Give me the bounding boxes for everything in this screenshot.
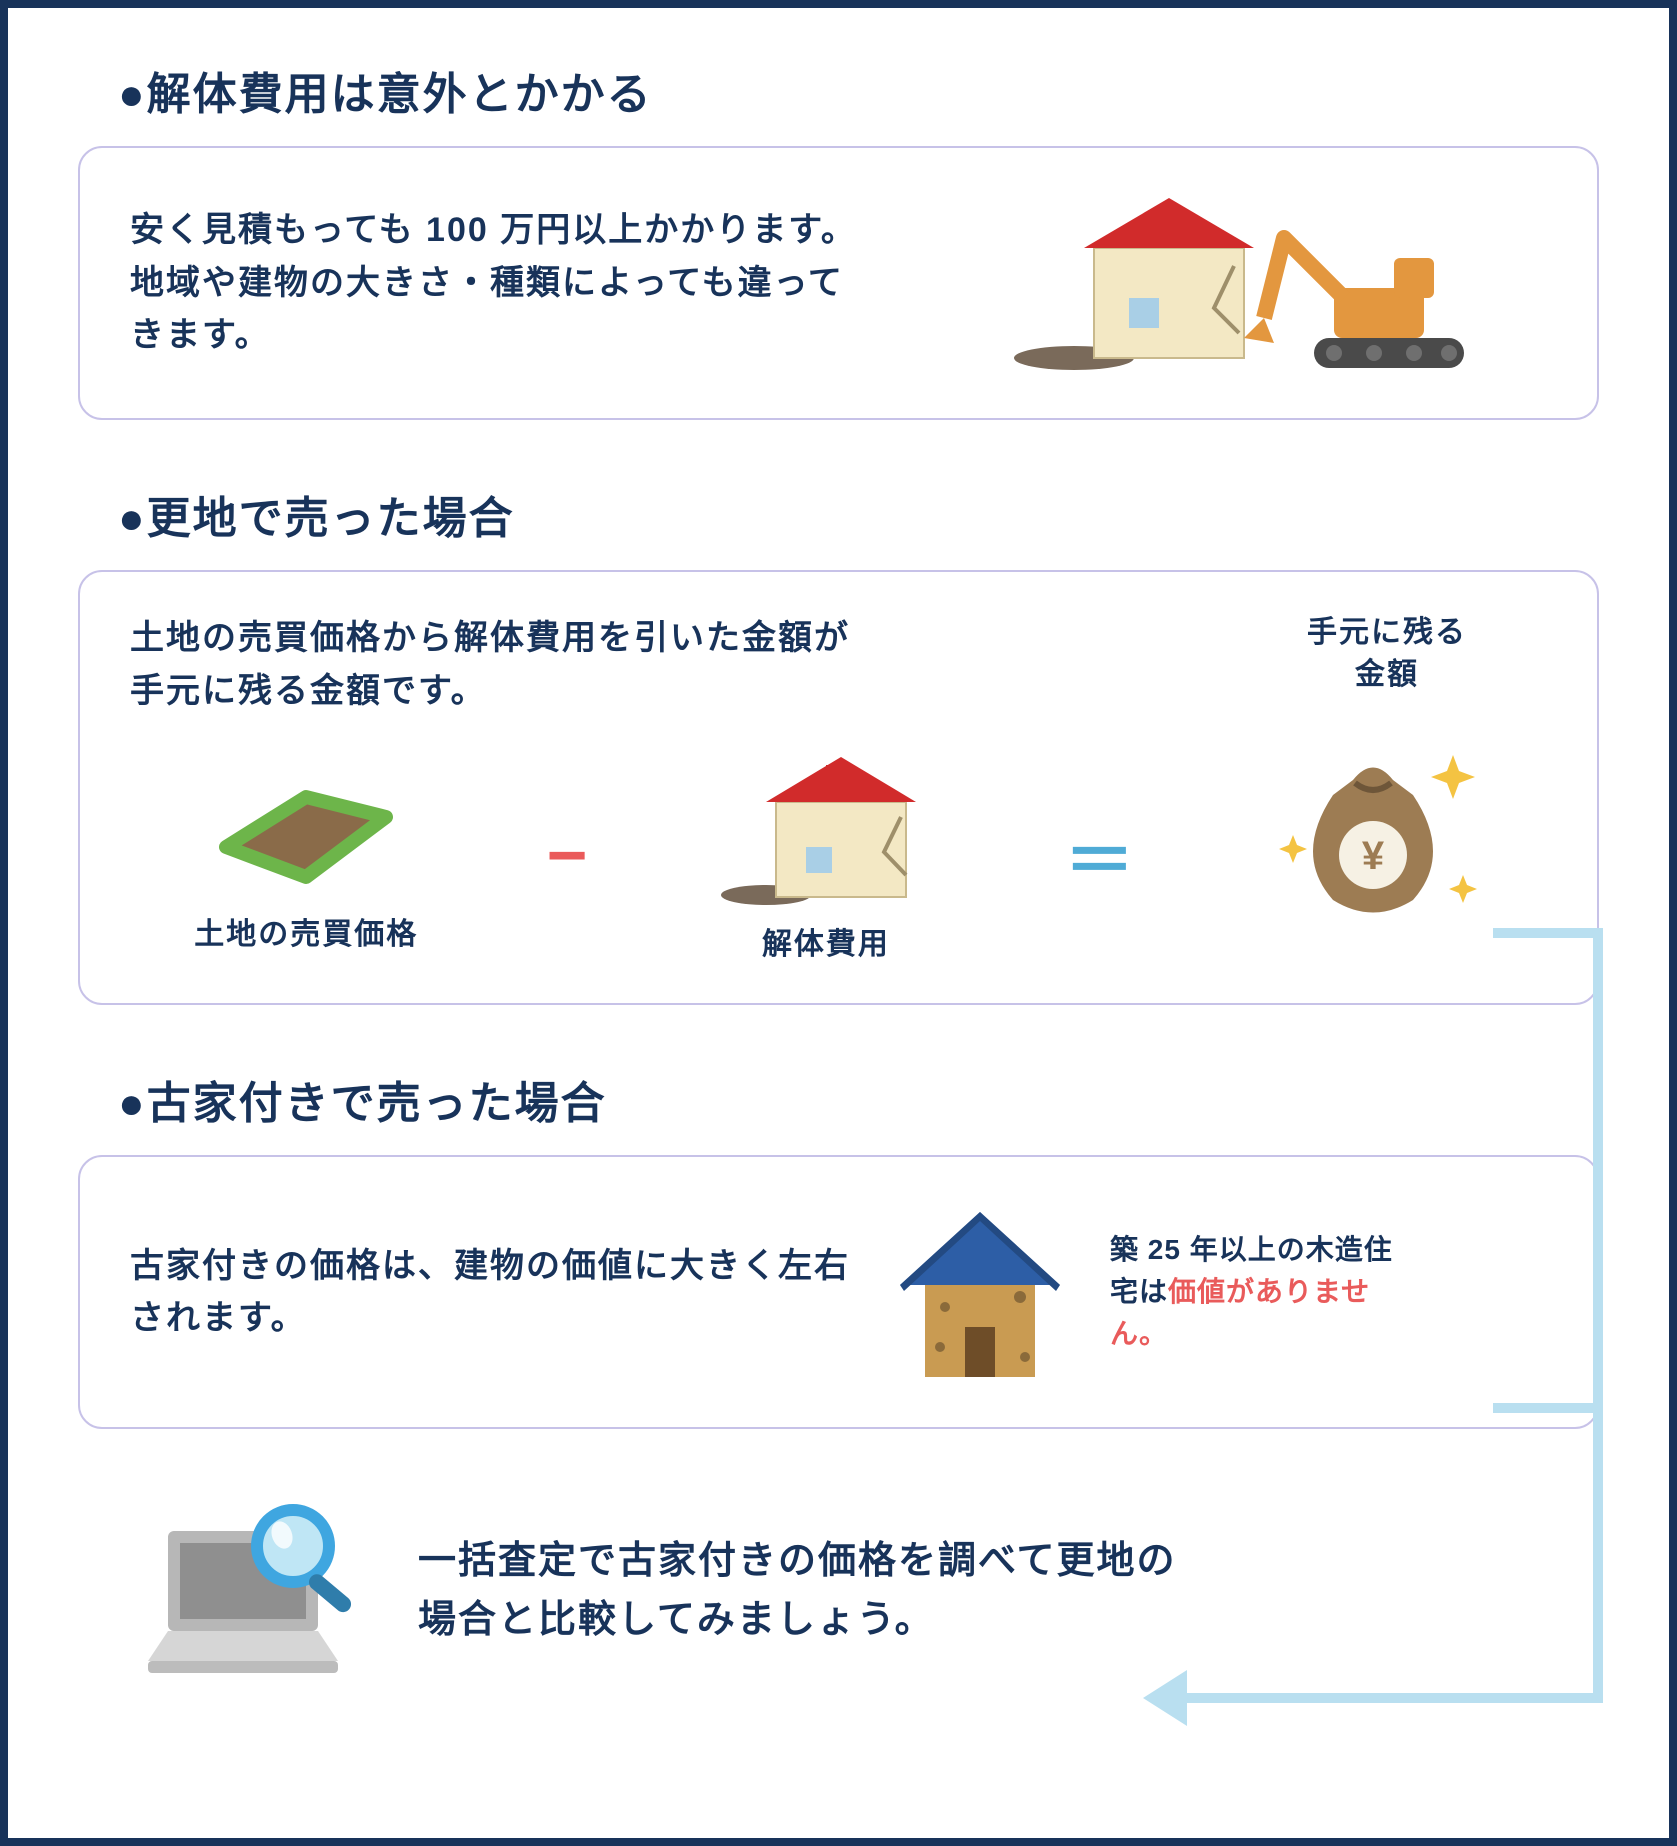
section-2-card: 土地の売買価格から解体費用を引いた金額が手元に残る金額です。 手元に残る 金額 … [78,570,1599,1005]
land-plot-icon [196,757,416,897]
equation-row: 土地の売買価格 − 解体費用 ＝ [130,747,1547,963]
section-3-body: 古家付きの価格は、建物の価値に大きく左右されます。 [130,1240,850,1345]
section-2-title: ●更地で売った場合 [118,482,1599,546]
demolition-illustration-icon [974,188,1474,378]
equation-land: 土地の売買価格 [194,757,418,953]
equation-result: ¥ [1263,725,1483,925]
svg-text:¥: ¥ [1362,834,1385,878]
demolition-label: 解体費用 [762,919,890,963]
money-bag-icon: ¥ [1263,725,1483,925]
section-1: ●解体費用は意外とかかる 安く見積もっても 100 万円以上かかります。地域や建… [78,58,1599,420]
section-3: ●古家付きで売った場合 古家付きの価格は、建物の価値に大きく左右されます。 築 … [78,1067,1599,1429]
section-2: ●更地で売った場合 土地の売買価格から解体費用を引いた金額が手元に残る金額です。… [78,482,1599,1005]
result-label-line1: 手元に残る [1307,616,1467,649]
land-label: 土地の売買価格 [194,909,418,953]
connector-line [1183,1693,1603,1703]
equation-demolition: 解体費用 [716,747,936,963]
result-label-line2: 金額 [1355,658,1419,691]
section-1-body: 安く見積もっても 100 万円以上かかります。地域や建物の大きさ・種類によっても… [130,204,870,362]
bottom-text: 一括査定で古家付きの価格を調べて更地の場合と比較してみましょう。 [418,1532,1178,1650]
minus-operator: − [547,815,588,895]
page-frame: ●解体費用は意外とかかる 安く見積もっても 100 万円以上かかります。地域や建… [0,0,1677,1846]
section-3-card: 古家付きの価格は、建物の価値に大きく左右されます。 築 25 年以上の木造住宅は… [78,1155,1599,1429]
section-1-card: 安く見積もっても 100 万円以上かかります。地域や建物の大きさ・種類によっても… [78,146,1599,420]
broken-house-icon [716,747,936,907]
section-2-body: 土地の売買価格から解体費用を引いた金額が手元に残る金額です。 [130,612,870,717]
laptop-magnifier-icon [118,1491,378,1691]
section-3-note: 築 25 年以上の木造住宅は価値がありません。 [1110,1229,1410,1355]
connector-arrow-head-icon [1143,1670,1187,1726]
bottom-section: 一括査定で古家付きの価格を調べて更地の場合と比較してみましょう。 [78,1491,1599,1691]
equal-operator: ＝ [1064,805,1134,906]
section-1-title: ●解体費用は意外とかかる [118,58,1599,122]
section-3-title: ●古家付きで売った場合 [118,1067,1599,1131]
old-house-icon [880,1197,1080,1387]
result-label: 手元に残る 金額 [1307,612,1467,696]
